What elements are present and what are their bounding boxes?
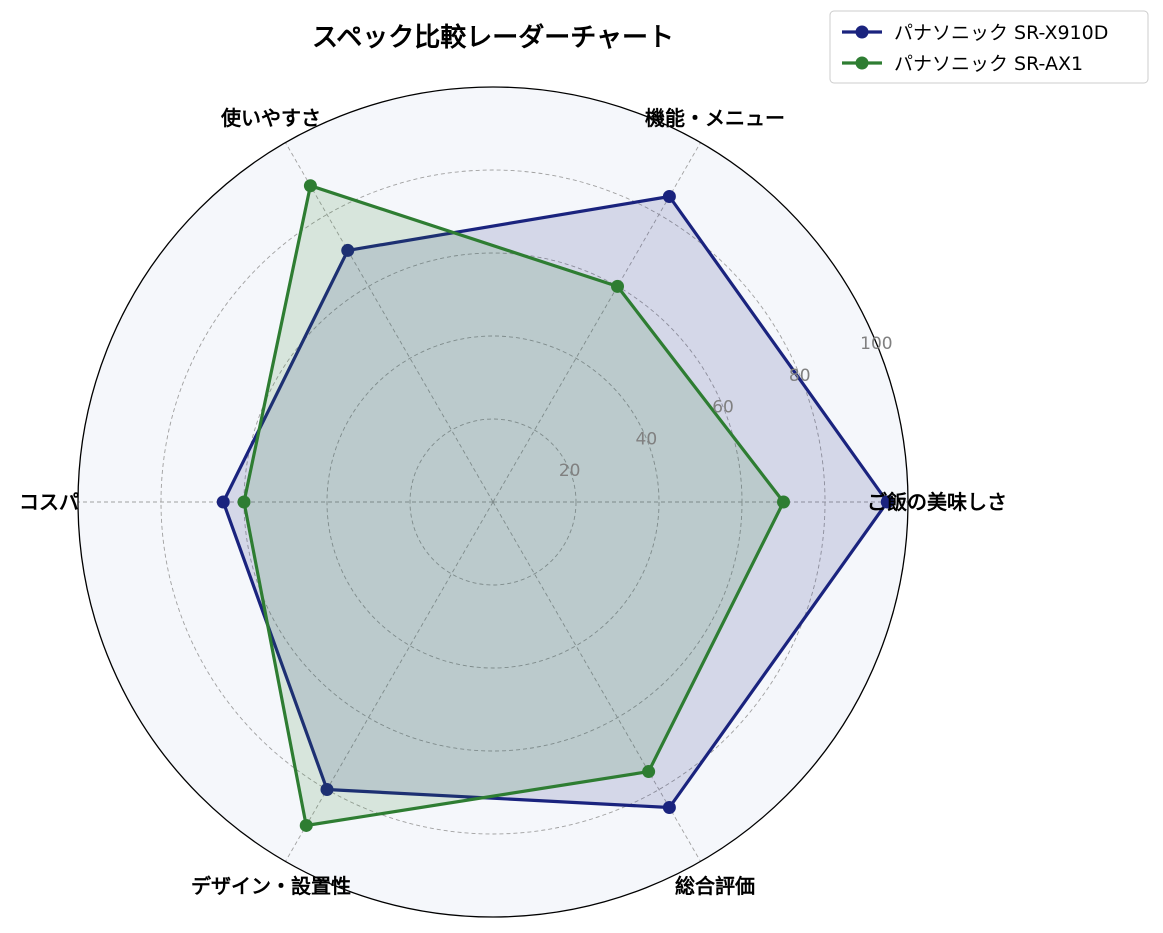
r-tick-label: 40 bbox=[636, 429, 658, 449]
axis-label: ご飯の美味しさ bbox=[867, 490, 1007, 514]
data-point bbox=[299, 818, 313, 832]
legend-box bbox=[829, 10, 1149, 84]
data-point bbox=[642, 765, 656, 779]
grid-spoke bbox=[285, 501, 494, 862]
data-point bbox=[237, 495, 251, 509]
legend-marker bbox=[855, 25, 869, 39]
r-tick-label: 100 bbox=[860, 334, 892, 354]
data-point bbox=[303, 179, 317, 193]
data-point bbox=[662, 190, 676, 204]
series-area bbox=[223, 196, 888, 808]
data-point bbox=[320, 783, 334, 797]
series-area bbox=[244, 185, 784, 826]
grid-spoke bbox=[492, 501, 701, 862]
grid-spoke bbox=[285, 142, 494, 503]
data-point bbox=[662, 800, 676, 814]
data-point bbox=[611, 279, 624, 293]
data-point bbox=[880, 495, 894, 509]
plot-area: 20 40 60 80 100 ご飯の美味しさ 機能・メニュー 使いやすさコスパデザイン・設置… bbox=[19, 86, 1007, 918]
axis-label: 使いやすさ bbox=[220, 106, 321, 130]
axis-label: コスパ bbox=[19, 490, 79, 514]
r-tick-label: 60 bbox=[712, 398, 734, 418]
data-point bbox=[341, 243, 355, 257]
r-tick-label: 80 bbox=[789, 366, 811, 386]
legend-marker bbox=[855, 56, 869, 70]
axis-label: 機能・メニュー bbox=[645, 106, 785, 130]
grid-circle bbox=[326, 335, 660, 669]
grid-circle bbox=[409, 418, 577, 586]
axis-label: デザイン・設置性 bbox=[191, 874, 351, 898]
legend-label: パナソニック SR-AX1 bbox=[894, 53, 1083, 75]
r-tick-label: 20 bbox=[559, 461, 581, 481]
legend-label: パナソニック SR-X910D bbox=[894, 22, 1108, 44]
data-point bbox=[216, 495, 230, 509]
legend: パナソニック SR-X910D パナソニック SR-AX1 bbox=[829, 10, 1149, 84]
chart-title: スペック比較レーダーチャート bbox=[312, 22, 674, 53]
data-point bbox=[777, 495, 790, 509]
axis-label: 総合評価 bbox=[675, 874, 755, 898]
plot-border bbox=[77, 86, 909, 918]
grid-spoke bbox=[492, 142, 701, 503]
